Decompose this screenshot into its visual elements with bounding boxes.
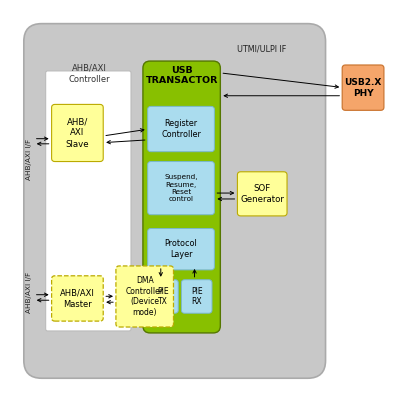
FancyBboxPatch shape	[46, 71, 131, 331]
Text: AHB/AXI I/F: AHB/AXI I/F	[25, 139, 32, 180]
Text: SOF
Generator: SOF Generator	[240, 184, 284, 204]
Text: AHB/
AXI
Slave: AHB/ AXI Slave	[66, 117, 89, 149]
Text: USB
TRANSACTOR: USB TRANSACTOR	[145, 66, 218, 85]
FancyBboxPatch shape	[181, 280, 212, 313]
FancyBboxPatch shape	[148, 280, 178, 313]
Text: Register
Controller: Register Controller	[161, 119, 201, 139]
Text: Protocol
Layer: Protocol Layer	[165, 239, 197, 259]
Text: DMA
Controller
(Device
mode): DMA Controller (Device mode)	[126, 276, 164, 317]
Text: Suspend,
Resume,
Reset
control: Suspend, Resume, Reset control	[164, 174, 198, 202]
Text: PIE
RX: PIE RX	[191, 287, 202, 306]
FancyBboxPatch shape	[148, 229, 214, 270]
Text: AHB/AXI
Master: AHB/AXI Master	[60, 288, 95, 309]
Text: UTMI/ULPI IF: UTMI/ULPI IF	[237, 45, 286, 54]
Text: PIE
TX: PIE TX	[157, 287, 169, 306]
FancyBboxPatch shape	[237, 172, 287, 216]
Text: AHB/AXI
Controller: AHB/AXI Controller	[69, 64, 110, 84]
FancyBboxPatch shape	[342, 65, 384, 110]
FancyBboxPatch shape	[148, 106, 214, 152]
Text: USB2.X
PHY: USB2.X PHY	[344, 78, 382, 98]
FancyBboxPatch shape	[52, 276, 103, 321]
Text: AHB/AXI I/F: AHB/AXI I/F	[25, 272, 32, 313]
FancyBboxPatch shape	[52, 104, 103, 162]
FancyBboxPatch shape	[116, 266, 173, 327]
FancyBboxPatch shape	[24, 24, 326, 378]
FancyBboxPatch shape	[143, 61, 220, 333]
FancyBboxPatch shape	[148, 162, 214, 215]
